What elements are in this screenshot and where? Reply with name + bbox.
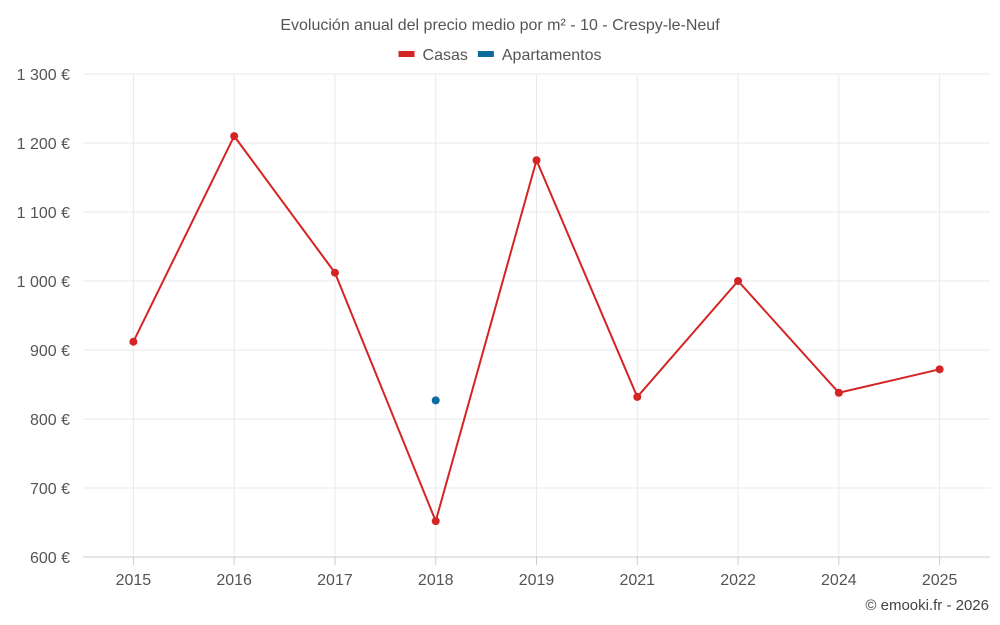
y-tick-label: 1 100 € [17,205,70,222]
x-tick-label: 2024 [821,572,857,589]
x-axis: 2015 2016 2017 2018 2019 2021 2022 2024 2025 [83,556,990,589]
data-point-apartamentos[interactable] [431,396,440,405]
data-point-casas[interactable] [532,156,541,165]
y-tick-label: 1 300 € [17,67,70,84]
x-tick-label: 2022 [720,572,756,589]
data-point-casas[interactable] [834,388,843,397]
legend-item-casas[interactable]: Casas [398,47,468,64]
legend: Casas Apartamentos [398,47,602,64]
x-tick-label: 2019 [519,572,555,589]
data-point-casas[interactable] [734,277,743,285]
legend-item-apartamentos[interactable]: Apartamentos [477,47,602,64]
x-tick-label: 2015 [116,572,152,589]
x-tick-label: 2016 [216,572,252,589]
data-point-casas[interactable] [330,268,339,277]
legend-swatch [477,51,494,57]
x-tick-label: 2017 [317,572,353,589]
chart-title: Evolución anual del precio medio por m² … [280,17,720,34]
y-tick-label: 800 € [30,412,70,429]
x-tick-label: 2021 [619,572,655,589]
data-point-casas[interactable] [431,517,440,526]
data-point-casas[interactable] [230,132,239,141]
legend-label: Casas [423,47,468,64]
y-tick-label: 600 € [30,550,70,567]
series-layer [129,132,944,526]
y-tick-label: 900 € [30,343,70,360]
legend-swatch [398,51,415,57]
x-tick-label: 2025 [922,572,958,589]
y-tick-label: 1 200 € [17,136,70,153]
y-tick-label: 1 000 € [17,274,70,291]
x-tick-label: 2018 [418,572,454,589]
legend-label: Apartamentos [502,47,602,64]
y-tick-label: 700 € [30,481,70,498]
data-point-casas[interactable] [129,337,138,346]
y-axis: 600 € 700 € 800 € 900 € 1 000 € 1 100 € 1 200 … [17,67,70,567]
credit-text: © emooki.fr - 2026 [865,597,989,614]
data-point-casas[interactable] [935,365,944,374]
data-point-casas[interactable] [633,392,642,401]
grid [83,73,990,558]
